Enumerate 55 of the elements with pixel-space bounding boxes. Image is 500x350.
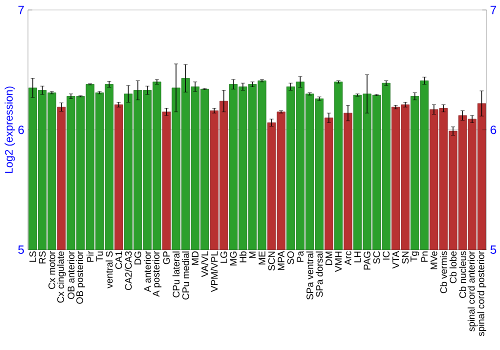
x-tick-label: SCN bbox=[268, 252, 275, 271]
x-tick-label: SN bbox=[402, 252, 409, 264]
x-tick-label: LH bbox=[354, 252, 361, 262]
x-tick-label: IC bbox=[382, 251, 390, 260]
x-tick-label: Tg bbox=[410, 252, 420, 262]
y-tick-label: 7 bbox=[18, 6, 24, 14]
x-tick-label: RS bbox=[38, 252, 46, 264]
y2-tick-label: 7 bbox=[490, 6, 496, 14]
x-tick-label: VPM/VPL bbox=[210, 251, 218, 292]
x-tick-label: Cb lobe bbox=[450, 252, 457, 284]
x-tick-label: Cb nucleus bbox=[459, 251, 466, 298]
x-tick-label: MVe bbox=[430, 252, 438, 270]
x-tick-label: MG bbox=[230, 252, 237, 266]
y-tick-label: 6 bbox=[18, 126, 24, 134]
x-tick-label: spinal cord posterior bbox=[477, 251, 486, 336]
x-tick-label: MD bbox=[192, 252, 198, 266]
x-tick-label: Tu bbox=[96, 252, 103, 262]
x-tick-label: spinal cord anterior bbox=[468, 251, 477, 332]
x-tick-label: Pir bbox=[86, 251, 94, 262]
x-tick-label: SPa dorsal bbox=[316, 252, 323, 298]
x-tick-label: M bbox=[249, 252, 256, 258]
x-tick-label: GP bbox=[163, 252, 170, 264]
x-tick-label: Cx cingulate bbox=[56, 252, 66, 303]
x-tick-label: SPa ventral bbox=[306, 252, 314, 300]
x-tick-label: SC bbox=[373, 251, 380, 264]
x-tick-label: Pa bbox=[296, 251, 304, 262]
x-tick-label: PAG bbox=[364, 252, 370, 270]
x-tick-label: SO bbox=[287, 252, 294, 264]
x-tick-label: DM bbox=[326, 252, 332, 266]
y2-tick-label: 6 bbox=[490, 126, 496, 134]
x-tick-label: CA1 bbox=[115, 252, 122, 270]
x-tick-label: CPu lateral bbox=[172, 252, 180, 298]
x-tick-label: A anterior bbox=[144, 251, 151, 292]
y2-tick-label: 5 bbox=[490, 246, 496, 254]
x-tick-label: LS bbox=[29, 252, 36, 262]
x-tick-label: CA2/CA3 bbox=[124, 252, 132, 290]
x-tick-label: VA/VL bbox=[201, 251, 208, 278]
y-axis-title: Log2 (expression) bbox=[4, 86, 15, 174]
x-tick-label: Cx motor bbox=[48, 251, 56, 290]
x-tick-label: MPA bbox=[278, 251, 284, 270]
x-tick-label: VTA bbox=[392, 251, 399, 269]
x-tick-label: DG bbox=[134, 252, 142, 265]
x-tick-label: OB posterior bbox=[76, 251, 85, 304]
x-tick-label: Hb bbox=[239, 252, 246, 262]
x-tick-label: LG bbox=[220, 252, 228, 263]
x-tick-label: Pn bbox=[421, 252, 428, 262]
x-tick-label: Cb vermis bbox=[440, 251, 447, 294]
x-tick-label: CPu medial bbox=[182, 252, 190, 300]
x-tick-label: ME bbox=[258, 252, 266, 265]
x-tick-label: ventral S bbox=[106, 252, 113, 289]
x-tick-label: A posterior bbox=[152, 251, 162, 297]
y-tick-label: 5 bbox=[18, 246, 24, 254]
x-tick-label: Arc bbox=[344, 251, 352, 266]
x-tick-label: VMH bbox=[335, 252, 342, 272]
x-tick-label: OB anterior bbox=[67, 251, 74, 300]
